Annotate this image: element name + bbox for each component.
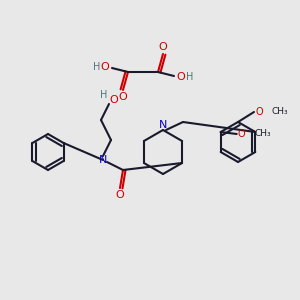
Text: H: H: [100, 90, 108, 100]
Text: O: O: [255, 107, 263, 117]
Text: O: O: [118, 92, 127, 102]
Text: N: N: [99, 155, 107, 165]
Text: CH₃: CH₃: [272, 107, 289, 116]
Text: O: O: [159, 42, 167, 52]
Text: CH₃: CH₃: [255, 130, 271, 139]
Text: O: O: [116, 190, 124, 200]
Text: O: O: [110, 95, 118, 105]
Text: N: N: [159, 120, 167, 130]
Text: O: O: [100, 62, 109, 72]
Text: H: H: [93, 62, 101, 72]
Text: H: H: [186, 72, 194, 82]
Text: O: O: [177, 72, 185, 82]
Text: O: O: [238, 129, 245, 139]
